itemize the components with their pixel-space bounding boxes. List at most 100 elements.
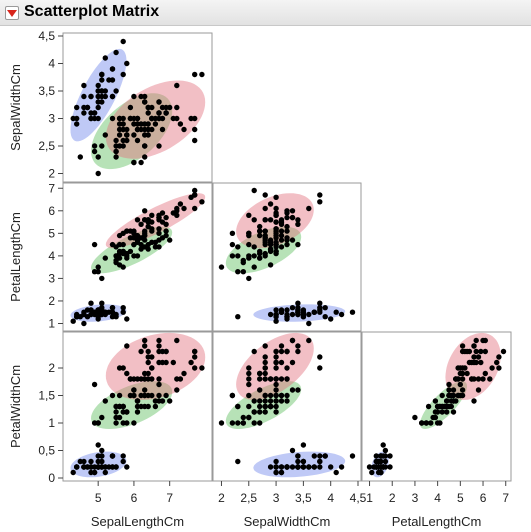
x-tick-label: 2 [218,491,225,505]
density-ellipse-virginica [105,332,206,400]
panel-petalwidthcm-vs-sepallengthcm [62,331,213,482]
data-point [457,370,463,377]
data-point [257,370,263,377]
data-point [192,187,198,194]
data-point [267,241,274,248]
data-point [322,305,328,311]
data-point [257,387,263,393]
data-point [366,464,373,470]
data-point [156,343,162,349]
panel-frame [212,182,362,332]
red-triangle-menu-button[interactable] [5,6,19,20]
data-point [91,143,98,149]
data-point [95,458,101,465]
data-point [289,214,296,221]
data-point [295,221,301,227]
data-point [289,237,296,243]
data-point [267,246,274,252]
data-point [99,71,105,78]
data-point [99,300,105,306]
data-point [273,376,279,382]
data-point [387,453,393,459]
data-point [284,392,290,399]
data-point [145,376,151,382]
data-point [289,208,296,214]
data-point [235,253,241,259]
x-axis-title: SepalWidthCm [244,514,331,529]
data-point [177,121,184,127]
data-point [95,88,101,94]
data-point [278,237,285,243]
data-point [267,403,274,410]
data-point [300,464,307,470]
data-point [156,348,162,355]
data-point [74,104,80,111]
data-point [131,132,137,138]
data-point [257,228,263,234]
data-point [181,370,187,377]
data-point [246,230,252,236]
data-point [95,170,101,177]
data-point [464,370,470,377]
data-point [369,469,375,476]
y-tick-label: 3 [48,271,55,285]
data-point [262,235,268,241]
data-point [278,398,285,404]
data-point [88,464,94,470]
data-point [262,354,268,360]
data-point [120,453,126,459]
data-point [116,365,123,371]
data-point [450,409,457,415]
data-point [478,348,484,355]
y-tick-label: 2,5 [38,139,55,153]
data-point [257,420,263,426]
data-point [142,387,148,393]
data-point [262,192,268,198]
x-axis-title: PetalLengthCm [392,514,482,529]
data-point [99,275,105,282]
data-point [273,194,279,200]
data-point [131,235,137,241]
data-point [333,469,339,476]
data-point [91,148,98,155]
data-point [192,137,198,144]
data-point [262,250,268,257]
data-point [273,205,279,212]
data-point [142,337,148,344]
data-point [124,464,130,470]
y-tick-label: 0 [48,471,55,485]
data-point [262,359,268,366]
data-point [163,110,169,116]
data-point [262,241,268,248]
data-point [375,458,382,465]
x-tick-label: 3 [412,491,419,505]
data-point [251,187,257,194]
data-point [284,464,290,470]
data-point [322,453,328,459]
data-point [156,143,162,149]
data-point [138,93,144,100]
data-point [475,354,482,360]
data-point [317,453,323,459]
data-point [251,348,257,355]
data-point [131,93,137,100]
data-point [273,469,279,476]
data-point [317,199,323,205]
data-point [156,110,162,116]
data-point [257,403,263,410]
y-tick-label: 7 [48,181,55,195]
panel-petalwidthcm-vs-sepalwidthcm [212,331,362,482]
data-point [156,226,162,232]
data-point [437,420,443,426]
y-tick-label: 2 [48,361,55,375]
data-point [138,221,144,227]
data-point [459,343,466,349]
data-point [109,93,116,100]
data-point [138,246,144,252]
data-point [134,253,141,259]
data-point [251,398,257,404]
y-tick-label: 5 [48,226,55,240]
data-point [88,311,94,318]
data-point [289,464,296,470]
y-tick-label: 1 [48,316,55,330]
